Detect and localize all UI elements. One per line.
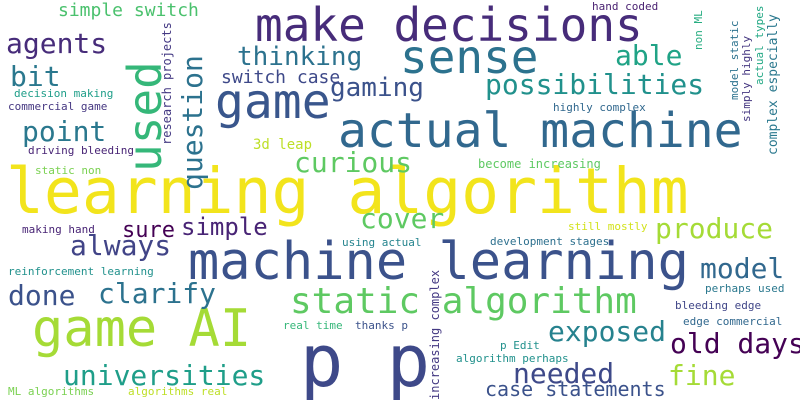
word-thinking: thinking (237, 42, 363, 72)
word-hand-coded: hand coded (592, 0, 659, 13)
word-making-hand: making hand (22, 223, 95, 236)
word-bleeding-edge: bleeding edge (675, 299, 762, 312)
word-gaming: gaming (330, 73, 424, 103)
word-static-algorithm: static algorithm (290, 281, 637, 322)
word-make-decisions: make decisions (255, 0, 643, 52)
word-commercial-game: commercial game (8, 100, 108, 113)
word-curious: curious (294, 146, 413, 179)
word-possibilities: possibilities (485, 68, 705, 101)
word-clarify: clarify (98, 277, 217, 310)
word-decision-making: decision making (14, 87, 114, 100)
word-agents: agents (6, 27, 108, 60)
word-increasing-complex: increasing complex (428, 269, 442, 400)
word-algorithms-real: algorithms real (128, 385, 228, 398)
word-needed: needed (513, 357, 615, 390)
word-bit: bit (10, 60, 61, 93)
word-game-ai: game AI (32, 299, 252, 359)
word-still-mostly: still mostly (568, 220, 648, 233)
word-done: done (8, 279, 76, 312)
word-p-p: p p (300, 319, 431, 400)
word-produce: produce (655, 212, 774, 245)
word-universities: universities (63, 359, 266, 392)
word-highly-complex: highly complex (553, 101, 646, 114)
word-simply-highly: simply highly (740, 35, 753, 122)
word-switch-case: switch case (221, 67, 341, 88)
word-perhaps-used: perhaps used (705, 282, 785, 295)
word-able: able (615, 39, 683, 72)
word-sense: sense (400, 30, 539, 84)
word-algorithm-perhaps: algorithm perhaps (456, 352, 569, 365)
word-model: model (700, 252, 785, 285)
word-case-statements: case statements (485, 377, 666, 400)
word-machine-learning: machine learning (188, 232, 689, 292)
word-game: game (215, 74, 331, 130)
word-using-actual: using actual (342, 236, 422, 249)
word-reinforcement-learning: reinforcement learning (8, 265, 154, 278)
word-real-time: real time (283, 319, 343, 332)
word-exposed: exposed (548, 315, 667, 348)
word-development-stages: development stages (490, 235, 610, 248)
word-ml-algorithms: ML algorithms (8, 385, 95, 398)
word-complex-especially: complex especially (766, 14, 781, 155)
word-question: question (176, 55, 209, 190)
word-become-increasing: become increasing (478, 157, 601, 171)
word-driving-bleeding: driving bleeding (28, 144, 134, 157)
word-edge-commercial: edge commercial (683, 315, 783, 328)
word-static-non: static non (35, 164, 102, 177)
word-fine: fine (668, 359, 736, 392)
word-actual-types: actual types (753, 5, 766, 85)
word-cover: cover (360, 202, 445, 235)
word-simple: simple (181, 213, 268, 241)
word-old-days: old days (670, 327, 800, 360)
word-always: always (70, 229, 172, 262)
word-learning-algorithm: learning algorithm (6, 155, 689, 228)
word-research-projects: research projects (160, 22, 174, 145)
word-3d-leap: 3d leap (253, 137, 313, 153)
word-point: point (22, 115, 107, 148)
word-thanks-p: thanks p (355, 319, 408, 332)
word-non-ml: non ML (692, 10, 705, 50)
word-model-static: model static (728, 20, 741, 100)
word-simple-switch: simple switch (58, 0, 199, 21)
word-p-edit: p Edit (500, 339, 540, 352)
word-sure: sure (122, 218, 175, 243)
word-actual-machine: actual machine (338, 103, 743, 159)
